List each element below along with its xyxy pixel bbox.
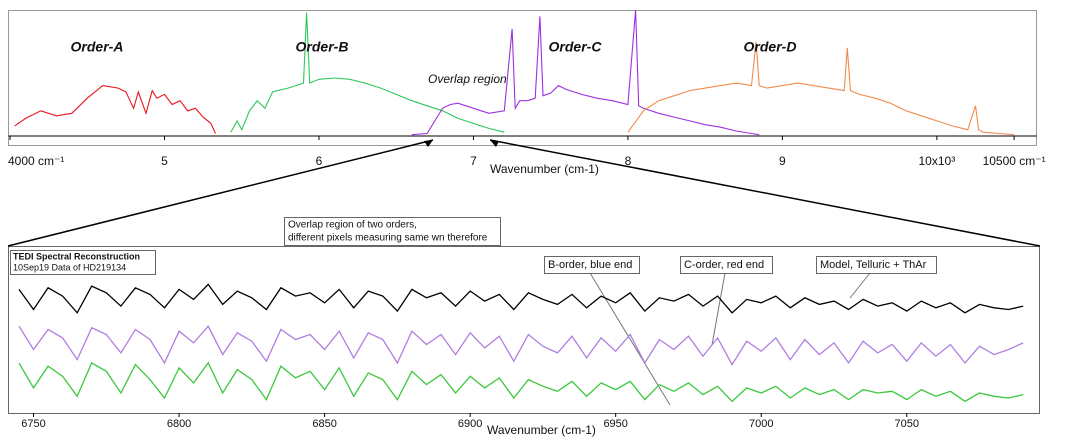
x-tick-label: 6 bbox=[316, 154, 323, 168]
x-tick-label: 5 bbox=[161, 154, 168, 168]
leader bbox=[711, 272, 726, 346]
x-tick-label: 6950 bbox=[603, 418, 627, 430]
annotation: Model, Telluric + ThAr bbox=[820, 259, 927, 271]
note-box bbox=[284, 217, 501, 246]
x-tick-label: 6800 bbox=[167, 418, 191, 430]
annotation: different pixels measuring same wn there… bbox=[288, 233, 488, 244]
annotation: Overlap region of two orders, bbox=[288, 220, 417, 231]
spectrum-line bbox=[14, 85, 217, 134]
x-axis-label: Wavenumber (cm-1) bbox=[490, 162, 599, 176]
top-frame bbox=[8, 10, 1037, 146]
arrow-head bbox=[490, 140, 499, 147]
leader bbox=[849, 272, 871, 299]
chart-subtitle: 10Sep19 Data of HD219134 bbox=[13, 262, 126, 272]
annotation: C-order, red end bbox=[684, 259, 764, 271]
spectrum-line bbox=[627, 41, 1015, 136]
annotation: Order-A bbox=[71, 39, 124, 55]
spectrum-line bbox=[230, 12, 505, 133]
x-tick-label: 8 bbox=[625, 154, 632, 168]
x-tick-label: 4000 cm⁻¹ bbox=[8, 154, 64, 168]
x-axis-label: Wavenumber (cm-1) bbox=[487, 423, 596, 437]
zoom-line bbox=[489, 139, 1041, 247]
spectrum-line bbox=[18, 325, 1024, 366]
annotation: B-order, blue end bbox=[548, 259, 632, 271]
spectrum-line bbox=[18, 283, 1024, 314]
x-tick-label: 9 bbox=[779, 154, 786, 168]
x-tick-label: 7000 bbox=[749, 418, 773, 430]
x-tick-label: 7 bbox=[470, 154, 477, 168]
x-tick-label: 6900 bbox=[458, 418, 482, 430]
leader bbox=[589, 272, 671, 406]
annotation: Overlap region bbox=[428, 72, 507, 86]
annotation: Order-C bbox=[549, 39, 603, 55]
callout-box bbox=[680, 256, 773, 274]
x-tick-label: 6750 bbox=[21, 418, 45, 430]
title-box bbox=[10, 250, 156, 275]
spectrum-line bbox=[411, 9, 760, 136]
x-tick-label: 6850 bbox=[312, 418, 336, 430]
x-tick-label: 10x10³ bbox=[919, 154, 956, 168]
chart-title: TEDI Spectral Reconstruction bbox=[13, 251, 140, 261]
x-tick-label: 7050 bbox=[895, 418, 919, 430]
bottom-frame bbox=[8, 246, 1040, 414]
arrow-head bbox=[424, 140, 433, 147]
annotation: Order-D bbox=[744, 39, 797, 55]
callout-box bbox=[816, 256, 937, 274]
zoom-line bbox=[7, 139, 434, 247]
callout-box bbox=[544, 256, 640, 274]
spectrum-line bbox=[18, 361, 1024, 403]
x-tick-label: 10500 cm⁻¹ bbox=[983, 154, 1046, 168]
callouts bbox=[544, 256, 937, 406]
annotation: Order-B bbox=[296, 39, 349, 55]
